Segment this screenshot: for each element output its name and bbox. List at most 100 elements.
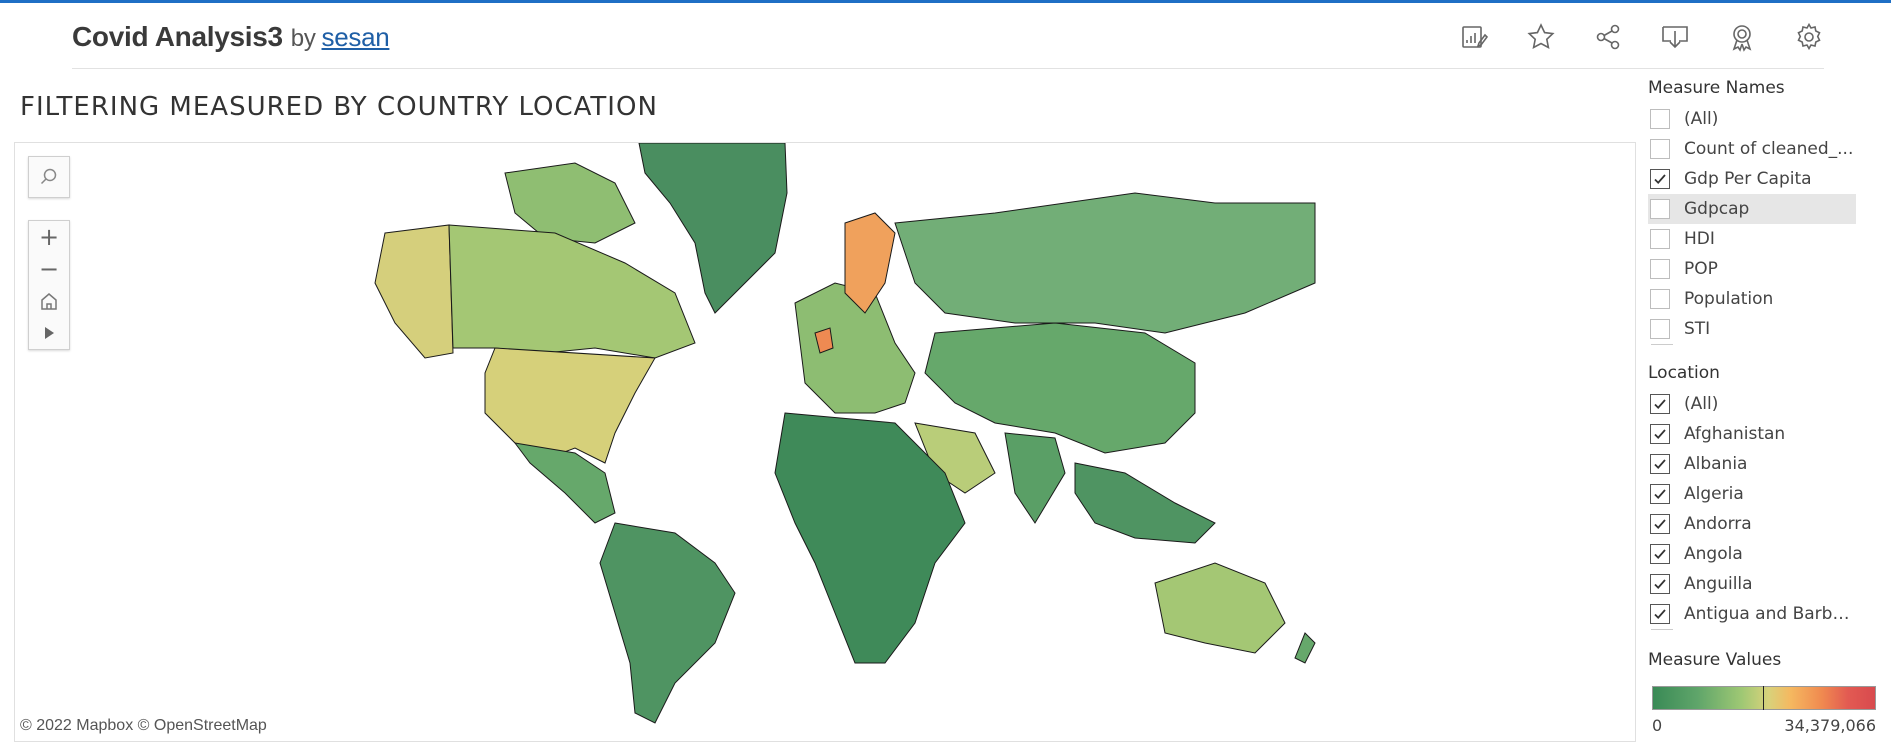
region-arctic-islands [504,162,636,244]
location-item[interactable]: (All) [1648,389,1856,419]
location-item[interactable]: Anguilla [1648,569,1856,599]
measure-values-title: Measure Values [1648,650,1782,670]
measure-names-item-label: HDI [1684,229,1715,249]
region-mexico [513,442,616,524]
zoom-in-button[interactable]: + [38,223,60,251]
location-item-label: Andorra [1684,514,1752,534]
checkmark-icon [1654,489,1666,500]
region-southeast-asia [1074,462,1216,544]
legend-marker [1763,686,1764,710]
location-filter: (All) Afghanistan Albania Algeria Andorra Ang… [1648,389,1888,629]
measure-names-item[interactable]: POP [1648,254,1856,284]
legend-max: 34,379,066 [1784,716,1876,735]
measure-names-item-label: Count of cleaned_... [1684,139,1854,159]
region-russia [894,192,1316,334]
measure-names-title: Measure Names [1648,78,1785,98]
checkbox[interactable] [1650,484,1670,504]
checkmark-icon [1654,399,1666,410]
checkbox[interactable] [1650,109,1670,129]
region-usa [484,347,656,464]
checkmark-icon [1654,174,1666,185]
location-item[interactable]: Antigua and Barbu... [1648,599,1856,629]
filter-panel: Measure Names (All) Count of cleaned_... G… [1648,78,1888,735]
checkmark-icon [1654,459,1666,470]
measure-names-item-label: Gdpcap [1684,199,1750,219]
region-greenland [638,143,788,314]
checkmark-icon [1654,549,1666,560]
location-item[interactable]: Angola [1648,539,1856,569]
location-item-label: Antigua and Barbu... [1684,604,1854,624]
search-icon [40,168,57,185]
measure-names-item[interactable]: (All) [1648,104,1856,134]
location-item-label: Albania [1684,454,1748,474]
checkbox[interactable] [1650,259,1670,279]
checkbox[interactable] [1650,319,1670,339]
home-icon [41,293,57,310]
region-uk [814,327,834,354]
measure-names-filter: (All) Count of cleaned_... Gdp Per Capita G… [1648,104,1888,344]
checkbox[interactable] [1650,424,1670,444]
measure-names-item[interactable]: Gdp Per Capita [1648,164,1856,194]
region-scandinavia [844,212,896,314]
toolbar [1458,21,1825,53]
region-africa [774,412,966,664]
header-divider [72,68,1824,69]
checkbox[interactable] [1650,394,1670,414]
measure-names-item[interactable]: Gdpcap [1648,194,1856,224]
play-arrow-icon [45,327,54,339]
settings-gear-icon[interactable] [1793,21,1825,53]
location-item[interactable]: Albania [1648,449,1856,479]
measure-names-item-label: POP [1684,259,1718,279]
pan-tool-button[interactable] [29,317,69,349]
color-legend-bar[interactable] [1652,686,1876,710]
checkbox[interactable] [1650,169,1670,189]
award-icon[interactable] [1726,21,1758,53]
checkmark-icon [1654,429,1666,440]
location-item[interactable]: Andorra [1648,509,1856,539]
measure-names-item[interactable]: Count of cleaned_... [1648,134,1856,164]
checkbox[interactable] [1650,514,1670,534]
zoom-out-button[interactable]: − [38,255,60,283]
by-label: by [290,25,316,52]
location-item[interactable]: Afghanistan [1648,419,1856,449]
checkbox[interactable] [1650,229,1670,249]
viz-header: Covid Analysis3 by sesan [0,3,1891,69]
location-item-label: Anguilla [1684,574,1753,594]
download-icon[interactable] [1659,21,1691,53]
checkbox[interactable] [1650,604,1670,624]
location-item-label: (All) [1684,394,1719,414]
sheet-title: FILTERING MEASURED BY COUNTRY LOCATION [20,92,658,122]
zoom-controls: + − [28,220,70,350]
checkbox[interactable] [1650,199,1670,219]
checkbox[interactable] [1650,289,1670,309]
favorite-star-icon[interactable] [1525,21,1557,53]
measure-names-item[interactable]: HDI [1648,224,1856,254]
edit-data-icon[interactable] [1458,21,1490,53]
location-item[interactable]: Algeria [1648,479,1856,509]
checkbox[interactable] [1650,574,1670,594]
checkbox[interactable] [1650,544,1670,564]
author-link[interactable]: sesan [321,22,390,52]
world-map[interactable]: + − © 2022 Mapbox © OpenStreetMap [14,142,1636,742]
top-accent-bar [0,0,1891,3]
checkmark-icon [1654,579,1666,590]
legend-min: 0 [1652,716,1663,735]
checkmark-icon [1654,609,1666,620]
checkbox[interactable] [1650,454,1670,474]
world-map-canvas[interactable] [15,143,1635,741]
location-title: Location [1648,363,1720,383]
map-attribution[interactable]: © 2022 Mapbox © OpenStreetMap [20,717,267,734]
zoom-home-button[interactable] [29,285,69,317]
checkmark-icon [1654,519,1666,530]
measure-names-item-label: Gdp Per Capita [1684,169,1812,189]
measure-names-item-label: Population [1684,289,1774,309]
measure-names-item[interactable]: STI [1648,314,1856,344]
scroll-hint [1651,344,1673,349]
region-alaska [374,224,454,359]
map-search-button[interactable] [28,156,70,198]
checkbox[interactable] [1650,139,1670,159]
measure-names-item[interactable]: Population [1648,284,1856,314]
location-item-label: Afghanistan [1684,424,1786,444]
share-icon[interactable] [1592,21,1624,53]
scroll-hint [1651,629,1673,634]
